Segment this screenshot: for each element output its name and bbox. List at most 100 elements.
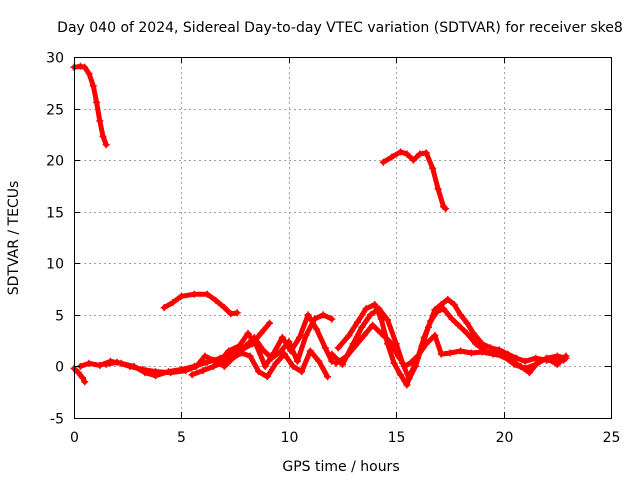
- data-point: [85, 70, 93, 77]
- data-point: [81, 378, 89, 386]
- data-point: [96, 361, 104, 369]
- data-point: [345, 332, 353, 339]
- data-point: [455, 321, 462, 329]
- data-point: [543, 354, 551, 362]
- data-point: [397, 148, 404, 156]
- data-point: [263, 373, 271, 381]
- data-point: [377, 329, 385, 337]
- data-point: [470, 329, 477, 337]
- data-point: [463, 319, 471, 327]
- data-point: [416, 150, 424, 158]
- y-tick-label: -5: [50, 412, 64, 428]
- y-tick-label: 25: [46, 103, 64, 119]
- data-point: [139, 366, 147, 373]
- data-point: [525, 369, 533, 377]
- data-point: [467, 349, 475, 357]
- data-point: [96, 117, 104, 125]
- data-point: [293, 357, 301, 365]
- y-tick-label: 10: [46, 257, 64, 273]
- data-point: [478, 348, 486, 356]
- data-point: [377, 315, 385, 323]
- data-point: [553, 360, 561, 368]
- data-point: [521, 365, 529, 372]
- data-point: [89, 82, 97, 90]
- data-point: [113, 358, 121, 366]
- data-point: [74, 369, 82, 377]
- data-point: [394, 352, 402, 360]
- data-point: [328, 357, 336, 365]
- data-point: [177, 292, 185, 300]
- data-point: [281, 350, 288, 358]
- y-tick-label: 5: [55, 309, 64, 325]
- data-point: [457, 311, 465, 319]
- data-point: [276, 348, 284, 356]
- y-tick-label: 20: [46, 154, 64, 170]
- data-point: [272, 359, 280, 367]
- data-point: [521, 357, 529, 365]
- data-point: [81, 63, 89, 71]
- data-point: [298, 368, 306, 376]
- data-point: [429, 164, 437, 172]
- y-tick-label: 30: [46, 51, 64, 67]
- data-point: [220, 304, 228, 312]
- data-point: [409, 156, 417, 164]
- data-point: [397, 371, 404, 379]
- data-point: [315, 357, 323, 365]
- data-point: [99, 132, 107, 140]
- x-tick-label: 20: [496, 430, 514, 446]
- axis-ticks: 0 5 10 15 20 25 -5 0 5 10 15 20 25 30: [46, 51, 620, 447]
- data-point: [79, 374, 87, 382]
- data-series: [70, 62, 570, 389]
- data-point: [190, 290, 198, 298]
- data-point: [444, 295, 452, 303]
- data-point: [313, 325, 321, 333]
- data-point: [440, 305, 447, 313]
- data-point: [270, 349, 278, 357]
- data-point: [225, 347, 233, 355]
- data-point: [192, 362, 200, 370]
- data-point: [160, 304, 168, 312]
- chart-title: Day 040 of 2024, Sidereal Day-to-day VTE…: [57, 20, 623, 36]
- x-tick-label: 10: [281, 430, 299, 446]
- data-point: [102, 360, 110, 368]
- data-point: [510, 360, 518, 368]
- data-point: [437, 350, 445, 358]
- data-point: [358, 323, 366, 331]
- data-point: [296, 334, 303, 341]
- data-point: [246, 352, 254, 360]
- data-point: [366, 311, 374, 319]
- data-point: [463, 329, 471, 337]
- data-point: [448, 315, 456, 323]
- y-tick-label: 15: [46, 206, 64, 222]
- data-point: [487, 344, 495, 352]
- data-point: [403, 381, 411, 389]
- data-point: [457, 347, 465, 355]
- data-point: [420, 334, 428, 341]
- data-point: [390, 359, 398, 367]
- data-point: [328, 350, 336, 358]
- data-point: [388, 153, 396, 161]
- data-point: [304, 311, 312, 319]
- series-track-3: [161, 291, 240, 317]
- data-point: [442, 205, 450, 213]
- data-point: [343, 352, 351, 360]
- data-point: [500, 352, 508, 360]
- data-point: [261, 362, 269, 370]
- data-point: [152, 368, 160, 376]
- data-point: [434, 185, 442, 193]
- data-point: [362, 305, 370, 313]
- data-point: [225, 356, 233, 364]
- data-point: [102, 141, 110, 149]
- data-point: [244, 329, 252, 337]
- data-point: [553, 352, 561, 360]
- x-tick-label: 0: [70, 430, 79, 446]
- data-point: [427, 317, 435, 325]
- data-point: [371, 301, 379, 308]
- data-point: [450, 301, 458, 308]
- data-point: [255, 368, 263, 376]
- data-point: [414, 352, 422, 360]
- data-point: [235, 342, 243, 350]
- data-point: [401, 362, 409, 370]
- series-track-1: [71, 63, 109, 148]
- data-point: [319, 311, 327, 319]
